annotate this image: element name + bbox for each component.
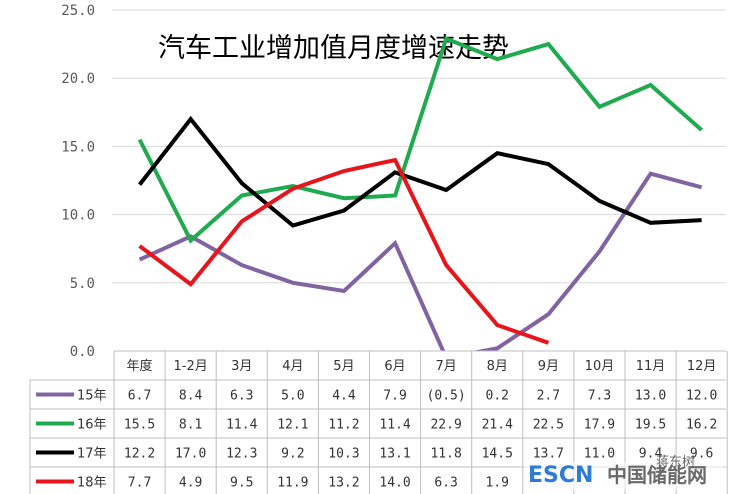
- table-cell-value: 17.9: [584, 418, 615, 433]
- table-cell-value: 9.2: [281, 447, 304, 462]
- table-cell-value: 6.7: [128, 389, 151, 404]
- table-cell-value: 6.3: [230, 389, 253, 404]
- series-line: [138, 171, 703, 351]
- x-category-label: 1-2月: [174, 359, 208, 374]
- table-cell-value: 19.5: [635, 418, 666, 433]
- table-cell-value: 4.4: [332, 389, 356, 404]
- x-category-label: 12月: [687, 359, 717, 374]
- watermark-cn-name: 中国储能网: [607, 463, 707, 487]
- table-cell-value: 7.9: [383, 389, 406, 404]
- table-cell-value: 13.1: [379, 447, 410, 462]
- watermark-account: 蒋东树: [656, 455, 695, 470]
- table-cell-value: 14.5: [482, 447, 513, 462]
- table-cell-value: 11.2: [328, 418, 359, 433]
- table-cell-value: 4.9: [179, 476, 202, 491]
- x-category-label: 8月: [487, 359, 508, 374]
- table-cell-value: 9.5: [230, 476, 253, 491]
- x-category-label: 11月: [636, 359, 666, 374]
- y-tick-label: 5.0: [70, 276, 95, 292]
- y-tick-label: 25.0: [61, 3, 95, 19]
- legend-series-name: 15年: [77, 389, 107, 404]
- table-cell-value: 2.7: [537, 389, 560, 404]
- series-line: [138, 157, 550, 345]
- table-cell-value: (0.5): [427, 389, 466, 404]
- table-cell-value: 8.1: [179, 418, 202, 433]
- table-cell-value: 8.4: [179, 389, 203, 404]
- legend-series-name: 18年: [77, 476, 107, 491]
- x-category-label: 10月: [585, 359, 615, 374]
- table-cell-value: 12.0: [686, 389, 717, 404]
- x-category-label: 9月: [538, 359, 559, 374]
- table-cell-value: 16.2: [686, 418, 717, 433]
- table-cell-value: 11.0: [584, 447, 615, 462]
- series-line: [138, 115, 702, 228]
- y-tick-label: 10.0: [61, 208, 95, 224]
- table-cell-value: 21.4: [482, 418, 513, 433]
- table-cell-value: 13.2: [328, 476, 359, 491]
- watermark-brand: ESCN: [528, 463, 593, 488]
- table-cell-value: 22.9: [430, 418, 461, 433]
- table-cell-value: 11.8: [430, 447, 461, 462]
- x-category-label: 3月: [231, 359, 252, 374]
- table-cell-value: 7.7: [128, 476, 151, 491]
- table-cell-value: 9.4: [639, 447, 663, 462]
- series-line: [137, 35, 703, 244]
- table-cell-value: 11.9: [277, 476, 308, 491]
- watermark-backdrop: [524, 462, 724, 490]
- table-cell-value: 13.7: [533, 447, 564, 462]
- x-category-label: 4月: [282, 359, 303, 374]
- y-tick-label: 15.0: [61, 139, 95, 155]
- table-cell-value: 22.5: [533, 418, 564, 433]
- x-category-label: 7月: [436, 359, 457, 374]
- table-cell-value: 17.0: [175, 447, 206, 462]
- table-cell-value: 5.0: [281, 389, 304, 404]
- watermark: 蒋东树 ESCN 中国储能网: [524, 455, 724, 490]
- y-tick-label: 20.0: [61, 71, 95, 87]
- table-cell-value: 10.3: [328, 447, 359, 462]
- table-cell-value: 9.6: [690, 447, 713, 462]
- table-cell-value: 13.0: [635, 389, 666, 404]
- table-cell-value: 1.9: [486, 476, 509, 491]
- table-cell-value: 11.4: [379, 418, 410, 433]
- chart-title: 汽车工业增加值月度增速走势: [158, 33, 509, 64]
- table-cell-value: 0.2: [486, 389, 509, 404]
- table-cell-value: 14.0: [379, 476, 410, 491]
- table-cell-value: 12.1: [277, 418, 308, 433]
- legend-series-name: 16年: [77, 418, 107, 433]
- series-lines: [137, 35, 703, 351]
- legend-series-name: 17年: [77, 447, 107, 462]
- x-category-label: 5月: [333, 359, 354, 374]
- x-category-label: 年度: [127, 358, 153, 374]
- table-cell-value: 12.3: [226, 447, 257, 462]
- table-cell-value: 6.3: [434, 476, 457, 491]
- table-cell-value: 15.5: [124, 418, 155, 433]
- table-cell-value: 12.2: [124, 447, 155, 462]
- x-category-label: 6月: [384, 359, 405, 374]
- table-cell-value: 11.4: [226, 418, 257, 433]
- table-cell-value: 7.3: [588, 389, 611, 404]
- y-axis-ticks: 0.0 5.0 10.0 15.0 20.0 25.0: [61, 3, 95, 360]
- y-tick-label: 0.0: [70, 344, 95, 360]
